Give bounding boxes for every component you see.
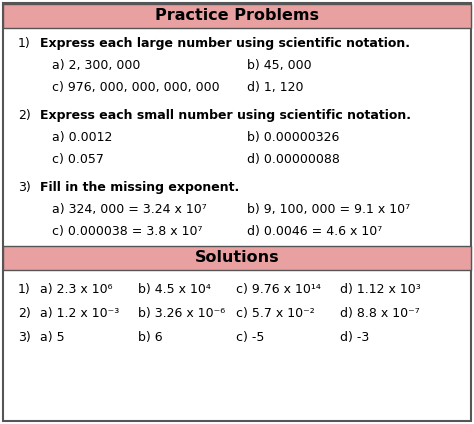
Text: c) 0.000038 = 3.8 x 10⁷: c) 0.000038 = 3.8 x 10⁷: [52, 226, 202, 238]
Text: c) 5.7 x 10⁻²: c) 5.7 x 10⁻²: [236, 307, 315, 321]
Text: 1): 1): [18, 284, 31, 296]
Text: a) 0.0012: a) 0.0012: [52, 131, 112, 145]
FancyBboxPatch shape: [3, 3, 471, 421]
Text: Express each large number using scientific notation.: Express each large number using scientif…: [40, 37, 410, 50]
Text: c) 976, 000, 000, 000, 000: c) 976, 000, 000, 000, 000: [52, 81, 219, 95]
Text: d) 0.00000088: d) 0.00000088: [247, 153, 340, 167]
Text: a) 5: a) 5: [40, 332, 64, 344]
FancyBboxPatch shape: [3, 246, 471, 270]
Text: c) 9.76 x 10¹⁴: c) 9.76 x 10¹⁴: [236, 284, 321, 296]
Text: 2): 2): [18, 307, 31, 321]
Text: 2): 2): [18, 109, 31, 123]
Text: b) 0.00000326: b) 0.00000326: [247, 131, 339, 145]
Text: Solutions: Solutions: [195, 251, 279, 265]
Text: c) 0.057: c) 0.057: [52, 153, 104, 167]
Text: 1): 1): [18, 37, 31, 50]
Text: a) 2, 300, 000: a) 2, 300, 000: [52, 59, 140, 73]
Text: b) 6: b) 6: [138, 332, 163, 344]
Text: b) 45, 000: b) 45, 000: [247, 59, 311, 73]
FancyBboxPatch shape: [3, 4, 471, 28]
Text: Practice Problems: Practice Problems: [155, 8, 319, 23]
Text: a) 1.2 x 10⁻³: a) 1.2 x 10⁻³: [40, 307, 119, 321]
Text: 3): 3): [18, 181, 31, 195]
Text: b) 9, 100, 000 = 9.1 x 10⁷: b) 9, 100, 000 = 9.1 x 10⁷: [247, 204, 410, 217]
Text: a) 324, 000 = 3.24 x 10⁷: a) 324, 000 = 3.24 x 10⁷: [52, 204, 207, 217]
Text: d) 0.0046 = 4.6 x 10⁷: d) 0.0046 = 4.6 x 10⁷: [247, 226, 382, 238]
Text: b) 4.5 x 10⁴: b) 4.5 x 10⁴: [138, 284, 211, 296]
Text: c) -5: c) -5: [236, 332, 264, 344]
Text: Fill in the missing exponent.: Fill in the missing exponent.: [40, 181, 239, 195]
Text: a) 2.3 x 10⁶: a) 2.3 x 10⁶: [40, 284, 112, 296]
Text: d) 8.8 x 10⁻⁷: d) 8.8 x 10⁻⁷: [340, 307, 420, 321]
Text: d) -3: d) -3: [340, 332, 369, 344]
Text: d) 1, 120: d) 1, 120: [247, 81, 303, 95]
Text: Express each small number using scientific notation.: Express each small number using scientif…: [40, 109, 411, 123]
Text: 3): 3): [18, 332, 31, 344]
Text: d) 1.12 x 10³: d) 1.12 x 10³: [340, 284, 421, 296]
Text: b) 3.26 x 10⁻⁶: b) 3.26 x 10⁻⁶: [138, 307, 225, 321]
